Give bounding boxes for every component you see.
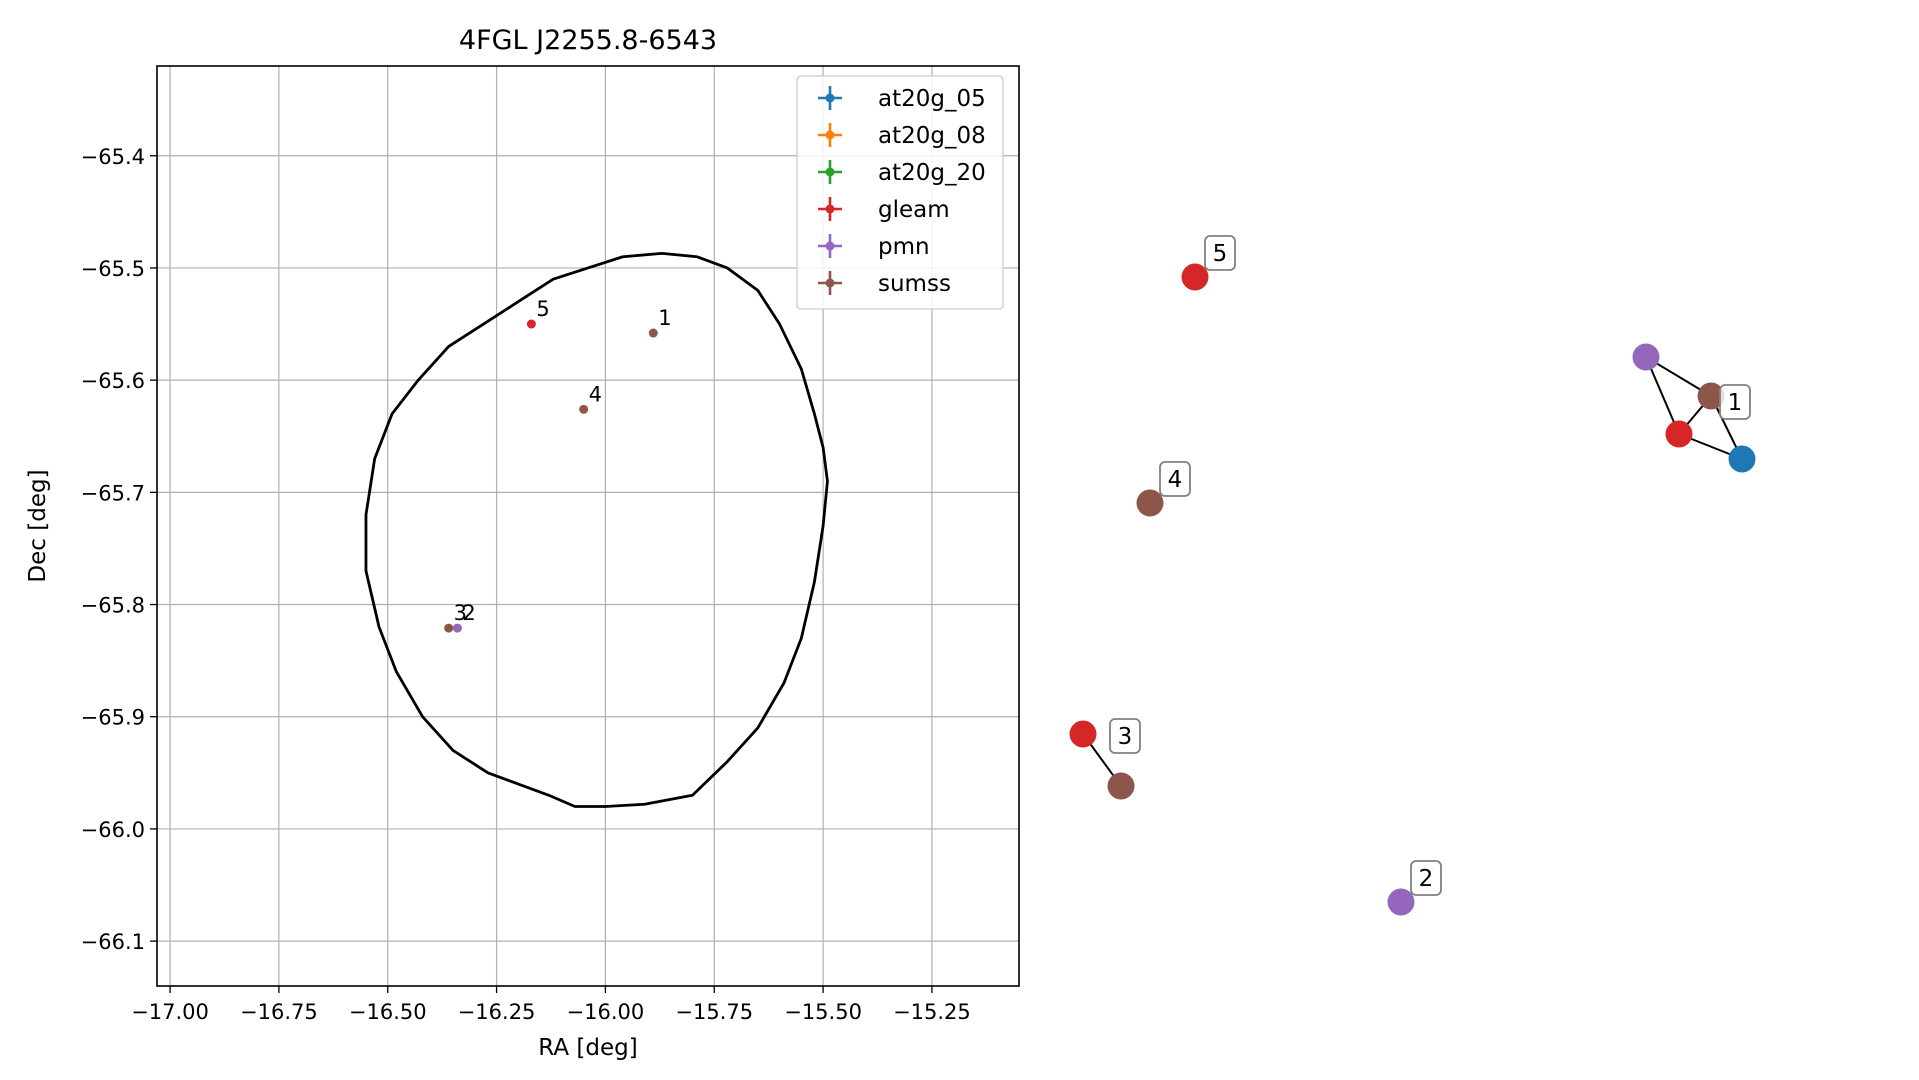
point-annotation: 2 [462, 601, 475, 625]
y-axis: −65.4 −65.5 −65.6 −65.7 −65.8 −65.9 −66.0 −66.1 [81, 145, 157, 954]
plot-frame [156, 65, 1020, 987]
annotations-layer: 1 4 5 32 [454, 297, 672, 625]
point-annotation: 5 [536, 297, 549, 321]
network-label-text: 4 [1168, 467, 1183, 493]
network-node-gleam [1665, 420, 1693, 448]
legend-marker [825, 278, 835, 288]
x-tick-label: −15.50 [784, 1000, 862, 1024]
point-annotation: 1 [658, 306, 671, 330]
legend-label: at20g_08 [878, 123, 986, 149]
network-label-box [1159, 461, 1191, 497]
data-point-sumss [579, 404, 589, 414]
network-node-sumss [1107, 772, 1135, 800]
network-node-sumss [1136, 489, 1164, 517]
y-tick-label: −65.6 [81, 369, 145, 393]
y-axis-label: Dec [deg] [25, 469, 51, 582]
x-tick-label: −17.00 [131, 1000, 209, 1024]
network-node-label: 3 [1109, 718, 1141, 754]
network-label-box [1719, 384, 1751, 420]
x-tick-label: −15.75 [675, 1000, 753, 1024]
legend-marker [825, 204, 835, 214]
network-node-label: 4 [1159, 461, 1191, 497]
legend-marker [825, 167, 835, 177]
network-label-text: 1 [1728, 390, 1743, 416]
legend-label: pmn [878, 234, 930, 260]
x-tick-label: −16.50 [349, 1000, 427, 1024]
localization-ellipse-layer [364, 251, 829, 808]
y-tick-label: −66.1 [81, 930, 145, 954]
network-node-gleam [1069, 720, 1097, 748]
network-node-pmn [1387, 888, 1415, 916]
network-node-sumss [1697, 382, 1725, 410]
legend-entry-pmn: pmn [818, 234, 930, 260]
legend-label: sumss [878, 271, 951, 297]
x-tick-label: −16.00 [567, 1000, 645, 1024]
x-tick-label: −16.25 [458, 1000, 536, 1024]
network-node-pmn [1632, 343, 1660, 371]
data-point-sumss [444, 623, 454, 633]
point-annotation: 4 [589, 382, 602, 406]
legend-entry-at20g_08: at20g_08 [818, 123, 986, 149]
chart-title: 4FGL J2255.8-6543 [459, 25, 717, 56]
network-edge [1645, 356, 1680, 435]
x-tick-label: −16.75 [240, 1000, 318, 1024]
legend-entry-sumss: sumss [818, 271, 951, 297]
y-tick-label: −65.8 [81, 594, 145, 618]
network-node-label: 2 [1410, 860, 1442, 896]
data-point-gleam [526, 319, 536, 329]
legend-marker [825, 241, 835, 251]
data-point-pmn [452, 623, 462, 633]
y-tick-label: −66.0 [81, 818, 145, 842]
legend-label: gleam [878, 197, 950, 223]
y-tick-label: −65.7 [81, 481, 145, 505]
data-point-sumss [648, 328, 658, 338]
network-label-box [1410, 860, 1442, 896]
legend-label: at20g_05 [878, 86, 986, 112]
legend-frame [796, 75, 1004, 310]
legend-entry-at20g_05: at20g_05 [818, 86, 986, 112]
y-tick-label: −65.5 [81, 257, 145, 281]
x-axis: −17.00 −16.75 −16.50 −16.25 −16.00 −15.75 −15.… [131, 986, 971, 1024]
legend-marker [825, 93, 835, 103]
network-node-label: 1 [1719, 384, 1751, 420]
network-label-text: 2 [1419, 866, 1434, 892]
legend-entry-gleam: gleam [818, 197, 950, 223]
x-tick-label: −15.25 [893, 1000, 971, 1024]
network-label-text: 5 [1213, 241, 1228, 267]
legend-marker [825, 130, 835, 140]
network-node-at20g_05 [1728, 445, 1756, 473]
point-annotation: 3 [454, 601, 467, 625]
crossmatch-network: 1 4 3 2 5 [1069, 235, 1756, 916]
network-node-gleam [1181, 263, 1209, 291]
legend-entry-at20g_20: at20g_20 [818, 160, 986, 186]
legend-label: at20g_20 [878, 160, 986, 186]
network-label-box [1204, 235, 1236, 271]
y-tick-label: −65.4 [81, 145, 145, 169]
x-axis-label: RA [deg] [538, 1035, 637, 1061]
points-layer [444, 319, 658, 633]
y-tick-label: −65.9 [81, 706, 145, 730]
network-label-box [1109, 718, 1141, 754]
network-node-label: 5 [1204, 235, 1236, 271]
localization-ellipse [364, 251, 829, 808]
grid [157, 66, 1019, 986]
network-label-text: 3 [1118, 724, 1133, 750]
